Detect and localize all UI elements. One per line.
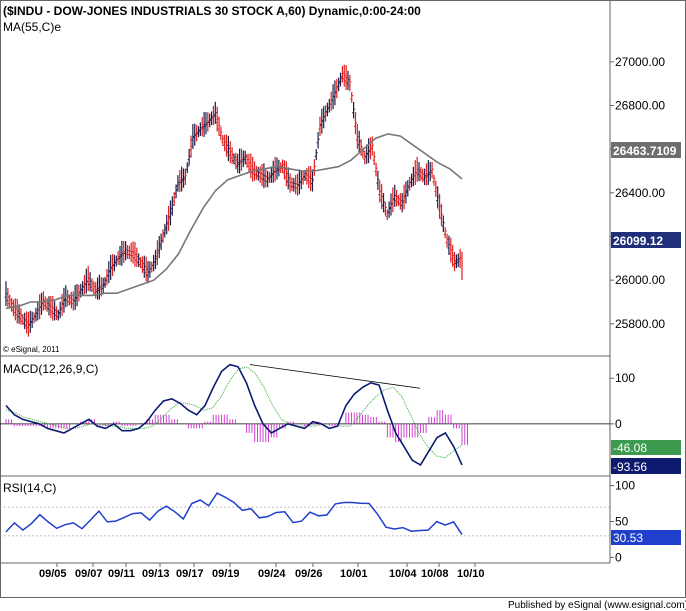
rsi-label: RSI(14,C): [3, 481, 56, 495]
x-tick-label: 09/19: [212, 568, 240, 580]
macd-signal-line: [5, 366, 463, 459]
ma-indicator-label: MA(55,C)e: [3, 20, 61, 34]
x-axis: 09/05 09/07 09/11 09/13 09/17 09/19 09/24 09/26…: [39, 563, 485, 580]
x-tick-label: 10/08: [421, 568, 449, 580]
rsi-value-tag: [611, 530, 681, 545]
macd-tick-label: 0: [615, 417, 622, 431]
watermark: © eSignal, 2011: [3, 345, 60, 354]
rsi-tick-label: 100: [615, 479, 635, 493]
last-price-tag: [611, 232, 681, 248]
x-tick-label: 09/11: [108, 568, 135, 580]
macd-line: [5, 363, 463, 466]
x-tick-label: 09/24: [258, 568, 286, 580]
rsi-line: [5, 492, 463, 535]
rsi-panel: 100 50 0: [0, 479, 635, 564]
price-tick-label: 26000.00: [615, 273, 665, 287]
x-tick-label: 09/13: [142, 568, 170, 580]
chart-frame: [0, 0, 686, 598]
ma55-line: [5, 133, 463, 310]
last-price-text: 26099.12: [613, 234, 663, 248]
ma-value-tag: [611, 142, 681, 158]
x-tick-label: 10/04: [389, 568, 417, 580]
rsi-tick-label: 0: [615, 550, 622, 564]
macd-value-text: -46.08: [613, 441, 647, 455]
x-tick-label: 09/07: [75, 568, 103, 580]
x-tick-label: 10/10: [457, 568, 485, 580]
x-tick-label: 09/05: [39, 568, 67, 580]
x-tick-label: 09/26: [295, 568, 323, 580]
macd-label: MACD(12,26,9,C): [3, 362, 98, 376]
rsi-value-text: 30.53: [613, 531, 643, 545]
macd-value-tag: [611, 440, 681, 455]
x-tick-label: 09/17: [176, 568, 204, 580]
price-tick-label: 26400.00: [615, 186, 665, 200]
price-tick-label: 26800.00: [615, 98, 665, 112]
macd-tick-label: 100: [615, 371, 635, 385]
price-tick-label: 25800.00: [615, 317, 665, 331]
macd-trendline: [249, 364, 421, 389]
footer-publisher: Published by eSignal (www.esignal.com): [508, 600, 686, 611]
rsi-tick-label: 50: [615, 515, 629, 529]
ma-value-text: 26463.7109: [613, 144, 677, 158]
chart-title: ($INDU - DOW-JONES INDUSTRIALS 30 STOCK …: [3, 4, 421, 18]
price-tick-label: 27000.00: [615, 55, 665, 69]
macd-panel: 100 0: [0, 363, 635, 466]
x-tick-label: 10/01: [340, 568, 368, 580]
signal-value-tag: [611, 458, 681, 474]
signal-value-text: -93.56: [613, 460, 647, 474]
